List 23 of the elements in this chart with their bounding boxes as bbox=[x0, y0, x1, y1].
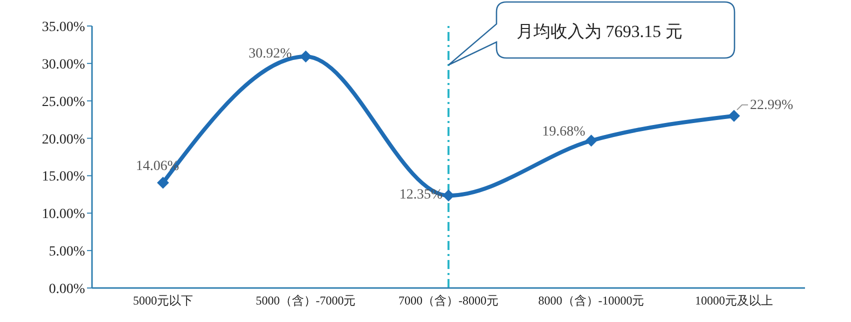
y-tick-label: 35.00% bbox=[42, 20, 86, 35]
point bbox=[300, 50, 312, 63]
y-tick-label: 20.00% bbox=[42, 132, 86, 148]
x-tick-label: 8000（含）-10000元 bbox=[538, 294, 644, 308]
y-tick-label: 30.00% bbox=[42, 57, 86, 72]
callout-box: 月均收入为 7693.15 元 bbox=[448, 1, 736, 66]
data-label: 30.92% bbox=[248, 46, 292, 62]
point bbox=[585, 134, 598, 147]
y-tick-label: 15.00% bbox=[42, 170, 86, 185]
data-label: 12.35% bbox=[399, 188, 443, 203]
y-tick-label: 0.00% bbox=[48, 282, 86, 297]
x-tick-label: 7000（含）-8000元 bbox=[398, 294, 498, 308]
x-tick-label: 5000（含）-7000元 bbox=[256, 294, 356, 308]
y-tick-label: 25.00% bbox=[42, 94, 86, 110]
point bbox=[728, 110, 740, 122]
y-tick-label: 10.00% bbox=[42, 207, 86, 222]
x-tick-label: 5000元以下 bbox=[133, 294, 193, 308]
point bbox=[157, 176, 169, 189]
y-tick-label: 5.00% bbox=[48, 244, 86, 260]
data-label: 19.68% bbox=[542, 124, 586, 140]
x-tick-label: 10000元及以上 bbox=[695, 294, 773, 308]
annotation: 月均收入为 7693.15 元 bbox=[516, 22, 682, 41]
data-label: 22.99% bbox=[750, 98, 794, 113]
